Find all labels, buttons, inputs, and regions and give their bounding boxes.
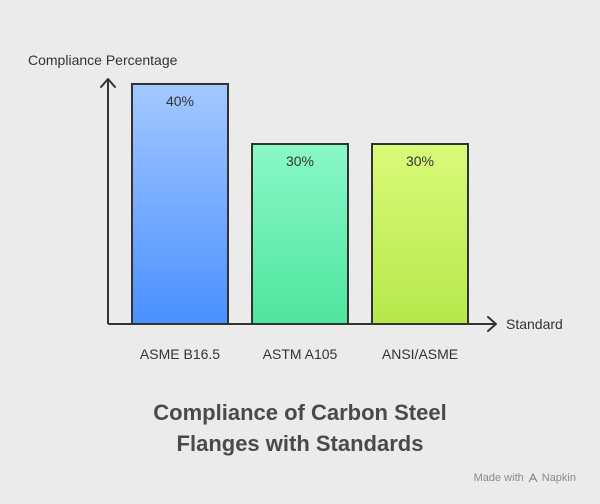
chart-title-line: Compliance of Carbon Steel (153, 400, 447, 425)
x-tick-label: ASTM A105 (263, 346, 338, 362)
chart-title-line: Flanges with Standards (176, 431, 424, 456)
y-axis-label: Compliance Percentage (28, 52, 178, 68)
x-tick-label: ANSI/ASME (382, 346, 458, 362)
bar (371, 143, 469, 325)
made-with-footer: Made with Napkin (474, 472, 576, 484)
bar-value-label: 30% (406, 153, 434, 169)
x-axis-label: Standard (506, 316, 563, 332)
bar (131, 83, 229, 325)
bar-value-label: 30% (286, 153, 314, 169)
chart-title: Compliance of Carbon Steel Flanges with … (0, 397, 600, 459)
bar-value-label: 40% (166, 93, 194, 109)
made-with-label: Made with (473, 472, 524, 484)
napkin-brand: Napkin (541, 472, 576, 484)
x-axis-arrow (487, 316, 497, 332)
bar-chart: Compliance Percentage Standard 40% ASME B… (28, 52, 563, 362)
napkin-logo-icon (528, 473, 538, 483)
y-axis-arrow (100, 78, 116, 88)
x-tick-label: ASME B16.5 (140, 346, 220, 362)
bar (251, 143, 349, 325)
